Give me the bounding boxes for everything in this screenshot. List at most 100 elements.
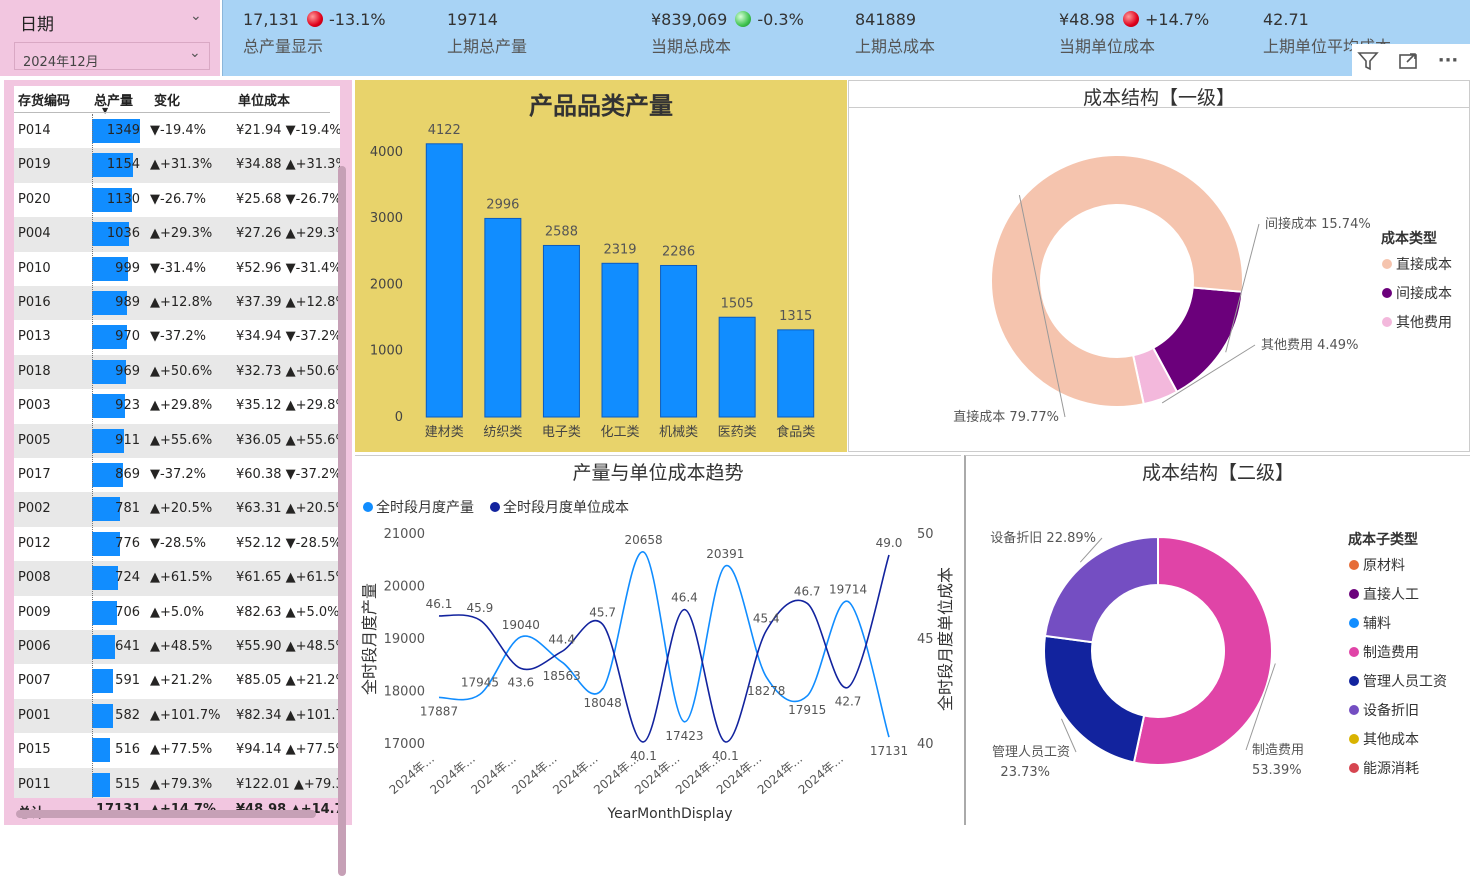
row-qty: 970 bbox=[115, 329, 140, 345]
donut-slice[interactable] bbox=[1043, 535, 1159, 644]
row-code: P008 bbox=[18, 570, 51, 586]
row-change: ▼-31.4% bbox=[150, 260, 206, 276]
legend-item: 其他成本 bbox=[1363, 732, 1419, 748]
y-tick-label: 2000 bbox=[370, 277, 403, 292]
chevron-down-icon[interactable]: ⌄ bbox=[190, 8, 202, 24]
table-row[interactable]: P009 706 ▲+5.0% ¥82.63 ▲+5.0% bbox=[14, 595, 340, 630]
row-qty: 724 bbox=[115, 570, 140, 586]
row-code: P001 bbox=[18, 707, 51, 723]
leader-line bbox=[1061, 718, 1077, 753]
kpi-card: 841889 上期总成本 bbox=[855, 10, 935, 57]
table-row[interactable]: P001 582 ▲+101.7% ¥82.34 ▲+101.7% bbox=[14, 698, 340, 734]
legend-item: 能源消耗 bbox=[1363, 761, 1419, 777]
date-slicer[interactable]: 日期 ⌄ 2024年12月 ⌄ bbox=[0, 0, 220, 76]
qty-bar bbox=[92, 600, 117, 625]
column-header-qty[interactable]: 总产量 bbox=[94, 94, 134, 109]
bar[interactable] bbox=[484, 217, 522, 418]
qty-bar-cell: 582 bbox=[92, 703, 140, 728]
product-table[interactable]: 存货编码 总产量 ▼ 变化 单位成本 P014 1349 ▼-19.4% ¥21.94… bbox=[14, 86, 340, 820]
bar[interactable] bbox=[425, 143, 463, 418]
table-row[interactable]: P004 1036 ▲+29.3% ¥27.26 ▲+29.3% bbox=[14, 217, 340, 252]
column-header-change[interactable]: 变化 bbox=[154, 94, 181, 109]
table-row[interactable]: P016 989 ▲+12.8% ¥37.39 ▲+12.8% bbox=[14, 286, 340, 321]
sort-desc-icon[interactable]: ▼ bbox=[102, 106, 109, 115]
more-options-icon[interactable]: ··· bbox=[1437, 50, 1459, 71]
row-change: ▲+12.8% bbox=[150, 295, 213, 310]
table-row[interactable]: P020 1130 ▼-26.7% ¥25.68 ▼-26.7% bbox=[14, 182, 340, 218]
row-code: P014 bbox=[18, 123, 51, 138]
column-header-code[interactable]: 存货编码 bbox=[18, 94, 71, 109]
bar[interactable] bbox=[601, 262, 639, 418]
row-cost: ¥21.94 ▼-19.4% bbox=[236, 123, 340, 138]
bar-chart[interactable]: 0 1000 2000 3000 4000 4122 建材类 2996 纺织类 2588 电子类 23… bbox=[355, 80, 847, 452]
filter-icon[interactable] bbox=[1352, 46, 1384, 76]
row-change: ▲+77.5% bbox=[150, 742, 213, 758]
y-left-tick-label: 18000 bbox=[384, 685, 425, 700]
table-row[interactable]: P008 724 ▲+61.5% ¥61.65 ▲+61.5% bbox=[14, 561, 340, 596]
table-row[interactable]: P011 515 ▲+79.3% ¥122.01 ▲+79.3% bbox=[14, 767, 340, 798]
table-vertical-scrollbar[interactable] bbox=[338, 166, 346, 876]
table-row[interactable]: P005 911 ▲+55.6% ¥36.05 ▲+55.6% bbox=[14, 423, 340, 458]
unit-cost-data-label: 42.7 bbox=[835, 694, 862, 708]
row-code: P015 bbox=[18, 742, 51, 758]
bar[interactable] bbox=[777, 329, 815, 418]
series-line-unit-cost[interactable] bbox=[438, 554, 890, 743]
table-row[interactable]: P003 923 ▲+29.8% ¥35.12 ▲+29.8% bbox=[14, 389, 340, 424]
qty-bar-cell: 591 bbox=[92, 669, 140, 694]
table-row[interactable]: P002 781 ▲+20.5% ¥63.31 ▲+20.5% bbox=[14, 492, 340, 527]
x-tick-label: 2024年... bbox=[468, 752, 518, 797]
row-change: ▼-37.2% bbox=[150, 329, 206, 345]
table-row[interactable]: P012 776 ▼-28.5% ¥52.12 ▼-28.5% bbox=[14, 526, 340, 562]
qty-bar-cell: 1154 bbox=[92, 153, 140, 178]
row-change: ▲+31.3% bbox=[150, 157, 213, 173]
legend-item: 直接成本 bbox=[1396, 256, 1452, 273]
donut1-chart[interactable]: 间接成本 15.74% 其他费用 4.49% 直接成本 79.77% 成本类型直接成本… bbox=[849, 81, 1469, 451]
donut-slice[interactable] bbox=[990, 154, 1244, 408]
row-qty: 1130 bbox=[106, 191, 140, 207]
unit-cost-data-label: 45.9 bbox=[467, 601, 494, 615]
row-code: P013 bbox=[18, 329, 51, 345]
unit-cost-data-label: 43.6 bbox=[507, 675, 534, 689]
date-dropdown[interactable]: 2024年12月 ⌄ bbox=[14, 42, 210, 70]
kpi-value: ¥839,069 bbox=[651, 10, 728, 29]
bar[interactable] bbox=[718, 316, 756, 418]
row-code: P009 bbox=[18, 604, 51, 620]
table-row[interactable]: P017 869 ▼-37.2% ¥60.38 ▼-37.2% bbox=[14, 458, 340, 493]
x-tick-label: 食品类 bbox=[776, 424, 815, 440]
cost-structure-level2-panel: 成本结构【二级】 制造费用 53.39% 管理人员工资 23.73% 设备折旧 22.8… bbox=[964, 455, 1470, 825]
row-qty: 591 bbox=[115, 673, 140, 689]
row-cost: ¥32.73 ▲+50.6% bbox=[236, 363, 340, 379]
row-code: P005 bbox=[18, 432, 51, 448]
row-change: ▼-19.4% bbox=[150, 123, 206, 138]
kpi-value: ¥48.98 bbox=[1059, 10, 1115, 29]
line-chart[interactable]: 全时段月度产量 全时段月度单位成本170001800019000200002100… bbox=[355, 456, 961, 826]
table-row[interactable]: P010 999 ▼-31.4% ¥52.96 ▼-31.4% bbox=[14, 251, 340, 286]
qty-bar bbox=[92, 359, 126, 384]
table-row[interactable]: P019 1154 ▲+31.3% ¥34.88 ▲+31.3% bbox=[14, 148, 340, 183]
table-row[interactable]: P013 970 ▼-37.2% ¥34.94 ▼-37.2% bbox=[14, 320, 340, 355]
column-header-cost[interactable]: 单位成本 bbox=[238, 94, 291, 109]
chevron-down-icon[interactable]: ⌄ bbox=[189, 45, 201, 61]
y-right-axis-title: 全时段月度单位成本 bbox=[936, 567, 955, 711]
series-line-output[interactable] bbox=[438, 551, 890, 738]
slice-data-label: 53.39% bbox=[1252, 763, 1302, 778]
table-row[interactable]: P007 591 ▲+21.2% ¥85.05 ▲+21.2% bbox=[14, 664, 340, 699]
donut2-chart[interactable]: 制造费用 53.39% 管理人员工资 23.73% 设备折旧 22.89% 成本子类型原材… bbox=[966, 456, 1470, 826]
qty-bar bbox=[92, 738, 110, 763]
focus-mode-icon[interactable] bbox=[1392, 46, 1424, 76]
bar[interactable] bbox=[542, 244, 580, 418]
bar[interactable] bbox=[660, 264, 698, 418]
table-row[interactable]: P018 969 ▲+50.6% ¥32.73 ▲+50.6% bbox=[14, 354, 340, 390]
row-code: P004 bbox=[18, 226, 51, 242]
donut-slice[interactable] bbox=[1043, 634, 1146, 764]
bar-data-label: 2588 bbox=[545, 224, 578, 239]
row-cost: ¥94.14 ▲+77.5% bbox=[236, 742, 340, 758]
donut-slice[interactable] bbox=[1132, 535, 1273, 766]
table-horizontal-scrollbar[interactable] bbox=[16, 810, 316, 818]
table-row[interactable]: P006 641 ▲+48.5% ¥55.90 ▲+48.5% bbox=[14, 630, 340, 665]
output-data-label: 17131 bbox=[870, 744, 908, 758]
table-row[interactable]: P015 516 ▲+77.5% ¥94.14 ▲+77.5% bbox=[14, 733, 340, 768]
table-row[interactable]: P014 1349 ▼-19.4% ¥21.94 ▼-19.4% bbox=[14, 114, 340, 149]
unit-cost-data-label: 46.4 bbox=[671, 591, 698, 605]
y-right-tick-label: 50 bbox=[917, 527, 934, 542]
